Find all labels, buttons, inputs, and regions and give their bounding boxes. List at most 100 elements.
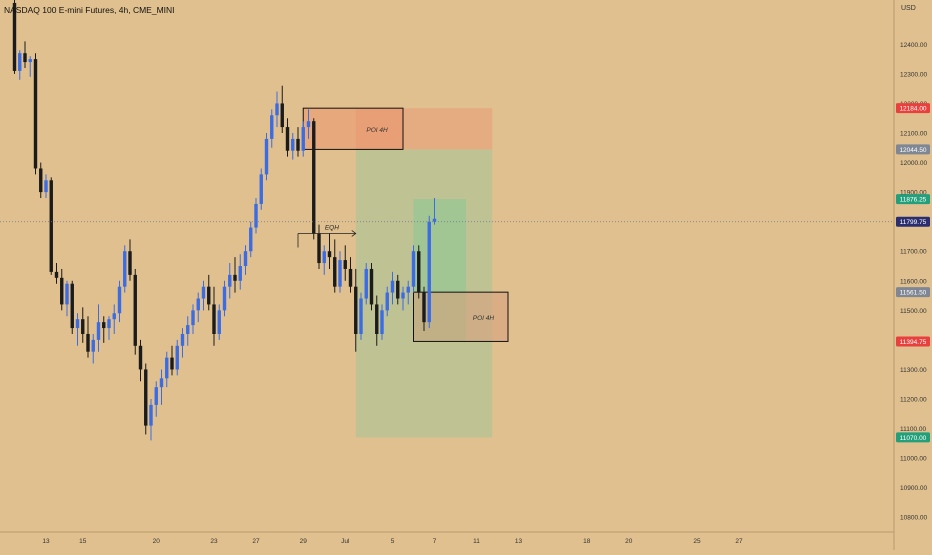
candle[interactable] (333, 239, 337, 293)
candle[interactable] (406, 280, 410, 305)
candle[interactable] (180, 328, 185, 358)
candle[interactable] (75, 313, 80, 346)
candle[interactable] (112, 304, 116, 334)
candle[interactable] (201, 280, 206, 311)
candle[interactable] (23, 41, 27, 68)
candle[interactable] (259, 168, 263, 210)
candle[interactable] (364, 263, 368, 305)
candle[interactable] (228, 263, 232, 299)
candle-body (396, 280, 400, 299)
candle-body (96, 322, 101, 340)
candle[interactable] (243, 245, 248, 275)
candle[interactable] (170, 345, 174, 376)
candle[interactable] (154, 381, 158, 417)
candle[interactable] (196, 292, 200, 323)
candle[interactable] (33, 53, 38, 175)
candle[interactable] (207, 274, 211, 311)
candle[interactable] (18, 50, 22, 80)
candle[interactable] (222, 280, 227, 317)
time-tick-label: 27 (735, 538, 743, 545)
candle[interactable] (343, 245, 347, 281)
price-tag[interactable]: 12044.50 (896, 144, 930, 155)
candle[interactable] (102, 316, 106, 343)
candle[interactable] (301, 121, 305, 157)
candle[interactable] (86, 316, 90, 358)
candle[interactable] (312, 118, 316, 240)
candle-body (228, 274, 232, 287)
candle[interactable] (411, 245, 416, 293)
candle[interactable] (133, 268, 137, 355)
poi-zone-1[interactable] (302, 107, 404, 150)
candle[interactable] (354, 268, 358, 352)
candle[interactable] (306, 109, 311, 139)
candle[interactable] (44, 174, 48, 199)
candle[interactable] (396, 274, 400, 305)
candle[interactable] (149, 399, 153, 441)
candle[interactable] (369, 263, 374, 311)
price-tag[interactable]: 11561.50 (896, 287, 930, 298)
candle[interactable] (238, 254, 242, 290)
candle[interactable] (264, 133, 269, 181)
candle[interactable] (375, 295, 379, 346)
candle[interactable] (401, 286, 405, 311)
candle[interactable] (138, 339, 143, 382)
price-tag[interactable]: 11876.25 (896, 194, 930, 205)
candle[interactable] (432, 198, 437, 225)
candle[interactable] (117, 280, 122, 323)
candle[interactable] (70, 280, 74, 334)
candle[interactable] (317, 224, 321, 269)
candle[interactable] (327, 233, 332, 269)
candle[interactable] (28, 56, 32, 77)
candle-body (60, 277, 64, 305)
candle[interactable] (191, 304, 195, 334)
candle[interactable] (270, 109, 274, 148)
candle-body (243, 251, 248, 266)
candle[interactable] (338, 251, 342, 293)
candle[interactable] (291, 133, 295, 160)
candle[interactable] (359, 292, 363, 340)
zones-layer: POI 4H POI 4H (302, 107, 509, 438)
time-axis[interactable]: 13 15 20 23 27 29 Jul 5 7 11 13 18 20 25 27 (42, 538, 743, 545)
candle[interactable] (165, 351, 169, 388)
candle[interactable] (390, 271, 395, 305)
candle[interactable] (81, 307, 85, 343)
candle[interactable] (123, 245, 127, 293)
candle[interactable] (422, 286, 426, 332)
candle[interactable] (186, 316, 190, 346)
candle[interactable] (12, 0, 17, 74)
candle[interactable] (175, 339, 179, 376)
candle[interactable] (275, 91, 279, 128)
candle[interactable] (427, 215, 431, 329)
candle[interactable] (233, 257, 237, 293)
candle[interactable] (385, 286, 389, 317)
candle[interactable] (96, 304, 101, 352)
candle[interactable] (107, 316, 111, 340)
candle-body (18, 53, 22, 71)
candle[interactable] (296, 127, 300, 157)
price-tag[interactable]: 11394.75 (896, 336, 930, 347)
price-tag[interactable]: 12184.00 (896, 103, 930, 114)
candle[interactable] (212, 286, 216, 346)
candle[interactable] (54, 263, 59, 284)
candle[interactable] (91, 333, 95, 364)
candle[interactable] (280, 85, 284, 133)
candle[interactable] (285, 118, 290, 157)
candle[interactable] (348, 257, 353, 293)
candle[interactable] (60, 268, 64, 311)
candle[interactable] (217, 304, 221, 340)
candle[interactable] (39, 162, 43, 199)
price-tag[interactable]: 11799.75 (896, 216, 930, 227)
price-tag[interactable]: 11070.00 (896, 432, 930, 443)
candle[interactable] (322, 245, 326, 275)
candle[interactable] (254, 198, 258, 234)
candle[interactable] (49, 177, 53, 275)
candle[interactable] (380, 304, 384, 340)
candle[interactable] (249, 221, 253, 258)
candle[interactable] (65, 280, 69, 317)
candle[interactable] (417, 245, 421, 299)
candle[interactable] (159, 369, 164, 405)
price-axis[interactable]: 10800.00 10900.00 11000.00 11100.00 11200.00… (896, 42, 930, 522)
candle[interactable] (144, 363, 148, 435)
candle[interactable] (128, 239, 132, 281)
